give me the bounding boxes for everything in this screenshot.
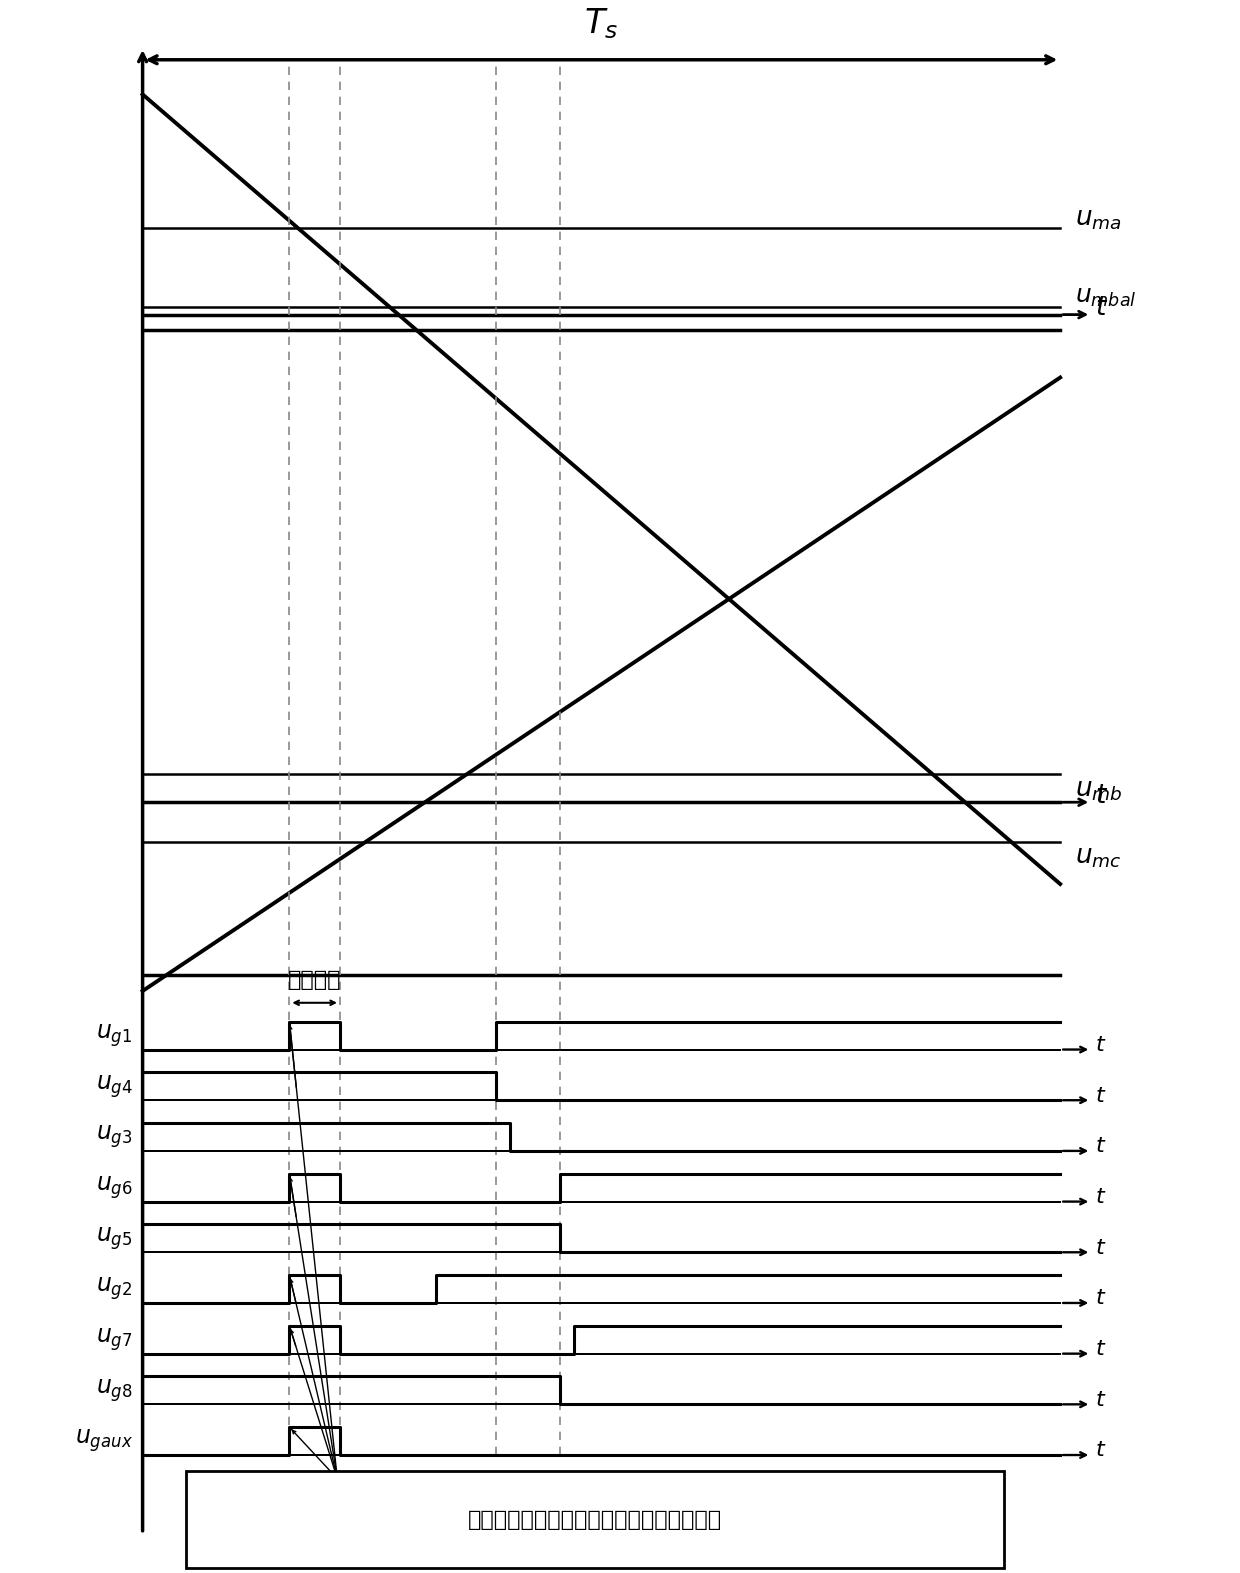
Text: 直通阶段: 直通阶段 xyxy=(288,971,341,991)
Text: $u_{g8}$: $u_{g8}$ xyxy=(95,1376,133,1403)
Text: $t$: $t$ xyxy=(1095,296,1109,321)
Text: $t$: $t$ xyxy=(1095,1238,1106,1257)
Text: $u_{g6}$: $u_{g6}$ xyxy=(95,1175,133,1202)
Text: $u_{mbal}$: $u_{mbal}$ xyxy=(1075,285,1137,310)
Text: $t$: $t$ xyxy=(1095,1288,1106,1309)
FancyBboxPatch shape xyxy=(186,1471,1004,1568)
Text: $u_{g4}$: $u_{g4}$ xyxy=(95,1073,133,1100)
Text: 从二极管开始向对应互补开关管换流的时刻: 从二极管开始向对应互补开关管换流的时刻 xyxy=(469,1510,722,1529)
Text: $u_{g1}$: $u_{g1}$ xyxy=(97,1022,133,1049)
Text: $t$: $t$ xyxy=(1095,1339,1106,1359)
Text: $t$: $t$ xyxy=(1095,783,1109,809)
Text: $u_{g5}$: $u_{g5}$ xyxy=(97,1225,133,1252)
Text: $u_{g2}$: $u_{g2}$ xyxy=(97,1276,133,1302)
Text: $u_{ma}$: $u_{ma}$ xyxy=(1075,206,1122,231)
Text: $u_{mb}$: $u_{mb}$ xyxy=(1075,777,1122,802)
Text: $u_{g7}$: $u_{g7}$ xyxy=(95,1326,133,1353)
Text: $u_{mc}$: $u_{mc}$ xyxy=(1075,845,1122,870)
Text: $t$: $t$ xyxy=(1095,1188,1106,1206)
Text: $u_{g3}$: $u_{g3}$ xyxy=(95,1123,133,1150)
Text: $T_s$: $T_s$ xyxy=(584,6,619,41)
Text: $t$: $t$ xyxy=(1095,1389,1106,1409)
Text: $t$: $t$ xyxy=(1095,1136,1106,1156)
Text: $t$: $t$ xyxy=(1095,1441,1106,1460)
Text: $u_{gaux}$: $u_{gaux}$ xyxy=(74,1428,133,1455)
Text: $t$: $t$ xyxy=(1095,1035,1106,1055)
Text: $t$: $t$ xyxy=(1095,1085,1106,1106)
